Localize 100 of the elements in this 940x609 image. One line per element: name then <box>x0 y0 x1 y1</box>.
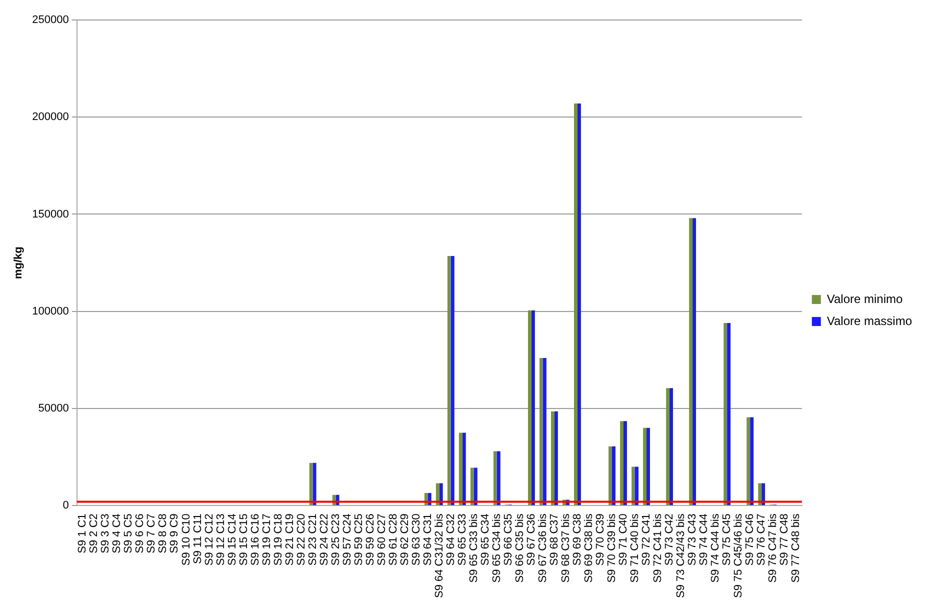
x-tick-label: S9 61 C28 <box>387 514 400 566</box>
bar <box>612 446 616 506</box>
x-tick-label: S9 74 C44 bis <box>710 513 722 583</box>
y-tick-label: 100000 <box>32 305 69 318</box>
bar <box>496 451 500 506</box>
legend-label: Valore massimo <box>826 314 912 328</box>
x-tick-label: S9 65 C34 <box>479 514 492 566</box>
bar <box>470 468 474 506</box>
x-tick-label: S9 25 C23 <box>330 514 342 566</box>
x-tick-label: S9 4 C4 <box>111 514 124 554</box>
x-tick-label: S9 12 C13 <box>214 514 227 566</box>
bar <box>312 462 316 506</box>
x-tick-label: S9 71 C40 bis <box>629 513 642 583</box>
x-tick-label: S9 15 C15 <box>238 514 250 566</box>
x-tick-label: S9 59 C26 <box>364 514 376 566</box>
x-tick-label: S9 3 C3 <box>100 514 112 554</box>
x-tick-label: S9 15 C14 <box>226 514 238 566</box>
x-tick-label: S9 57 C24 <box>341 514 354 566</box>
x-tick-label: S9 68 C37 <box>548 514 560 566</box>
y-tick-label: 150000 <box>32 208 69 220</box>
x-tick-label: S9 75 C45 <box>721 514 734 566</box>
y-tick-label: 0 <box>62 500 69 512</box>
bar <box>554 411 558 506</box>
x-tick-label: S9 22 C20 <box>295 514 308 566</box>
bar <box>750 417 754 506</box>
x-tick-label: S9 65 C34 bis <box>490 513 503 583</box>
y-tick-label: 50000 <box>38 402 69 415</box>
bar <box>635 466 638 506</box>
x-tick-label: S9 19 C17 <box>260 514 273 566</box>
bar <box>762 483 766 506</box>
bar <box>493 451 497 506</box>
x-tick-label: S9 68 C37 bis <box>560 513 572 583</box>
x-tick-label: S9 10 C10 <box>180 514 192 566</box>
bar <box>624 421 627 506</box>
x-tick-label: S9 16 C16 <box>249 514 262 566</box>
x-tick-label: S9 70 C39 <box>594 514 607 566</box>
x-tick-label: S9 65 C33 bis <box>468 513 480 583</box>
x-tick-label: S9 72 C41 bis <box>652 513 664 583</box>
x-tick-label: S9 70 C39 bis <box>606 513 618 583</box>
bar <box>458 432 462 506</box>
x-tick-label: S9 23 C21 <box>306 514 319 566</box>
x-tick-label: S9 77 C48 bis <box>790 513 802 583</box>
bar <box>689 218 693 506</box>
x-tick-label: S9 66 C35 bis <box>514 513 526 583</box>
x-tick-label: S9 76 C47 bis <box>767 513 780 583</box>
x-tick-label: S9 69 C38 <box>572 514 584 566</box>
x-tick-label: S9 64 C31/32 bis <box>433 513 446 598</box>
x-tick-label: S9 7 C7 <box>146 514 158 554</box>
x-tick-label: S9 74 C44 <box>698 514 710 566</box>
bar <box>632 466 636 506</box>
bar <box>727 323 731 506</box>
bar <box>646 428 650 506</box>
bar <box>462 432 466 506</box>
bar <box>439 483 443 506</box>
bar <box>309 462 313 506</box>
bar <box>531 310 535 506</box>
x-tick-label: S9 6 C6 <box>134 514 146 554</box>
x-tick-label: S9 1 C1 <box>76 514 89 554</box>
x-tick-label: S9 9 C9 <box>168 514 181 554</box>
x-tick-label: S9 21 C19 <box>284 514 296 566</box>
x-tick-label: S9 64 C32 <box>444 514 457 566</box>
x-tick-label: S9 59 C25 <box>352 514 365 566</box>
x-tick-label: S9 71 C40 <box>618 514 630 566</box>
x-tick-label: S9 62 C29 <box>398 514 411 566</box>
legend-label: Valore minimo <box>826 292 903 306</box>
x-tick-label: S9 11 C11 <box>192 514 204 564</box>
x-tick-label: S9 60 C27 <box>376 514 388 566</box>
x-tick-label: S9 67 C36 <box>525 514 538 566</box>
x-tick-label: S9 19 C18 <box>272 514 284 566</box>
x-tick-label: S9 5 C5 <box>122 514 135 554</box>
bar <box>574 104 578 506</box>
bar <box>551 411 554 506</box>
x-tick-label: S9 77 C48 <box>778 514 791 566</box>
x-tick-label: S9 75 C45/46 bis <box>732 513 745 598</box>
x-tick-label: S9 75 C46 <box>744 514 756 566</box>
bar <box>542 358 546 506</box>
y-axis-title: mg/kg <box>12 246 25 280</box>
bar <box>643 428 647 506</box>
x-tick-label: S9 63 C30 <box>410 514 422 566</box>
x-tick-label: S9 66 C35 <box>502 514 514 566</box>
x-tick-label: S9 24 C22 <box>318 514 330 566</box>
bar <box>758 483 762 506</box>
x-tick-label: S9 12 C12 <box>203 514 216 566</box>
bar <box>447 256 451 506</box>
bar <box>474 468 478 506</box>
bar <box>528 310 532 506</box>
bar <box>608 446 612 506</box>
x-tick-label: S9 69 C38 bis <box>583 513 596 583</box>
bar <box>577 104 581 506</box>
bar <box>724 323 728 506</box>
y-tick-label: 200000 <box>32 111 69 124</box>
x-tick-label: S9 65 C33 <box>456 514 468 566</box>
x-tick-label: S9 73 C43 <box>686 514 699 566</box>
bar <box>746 417 750 506</box>
bar <box>540 358 543 506</box>
bar <box>670 388 673 506</box>
bar <box>692 218 696 506</box>
bar <box>450 256 454 506</box>
bar <box>666 388 670 506</box>
x-tick-label: S9 67 C36 bis <box>536 513 549 583</box>
